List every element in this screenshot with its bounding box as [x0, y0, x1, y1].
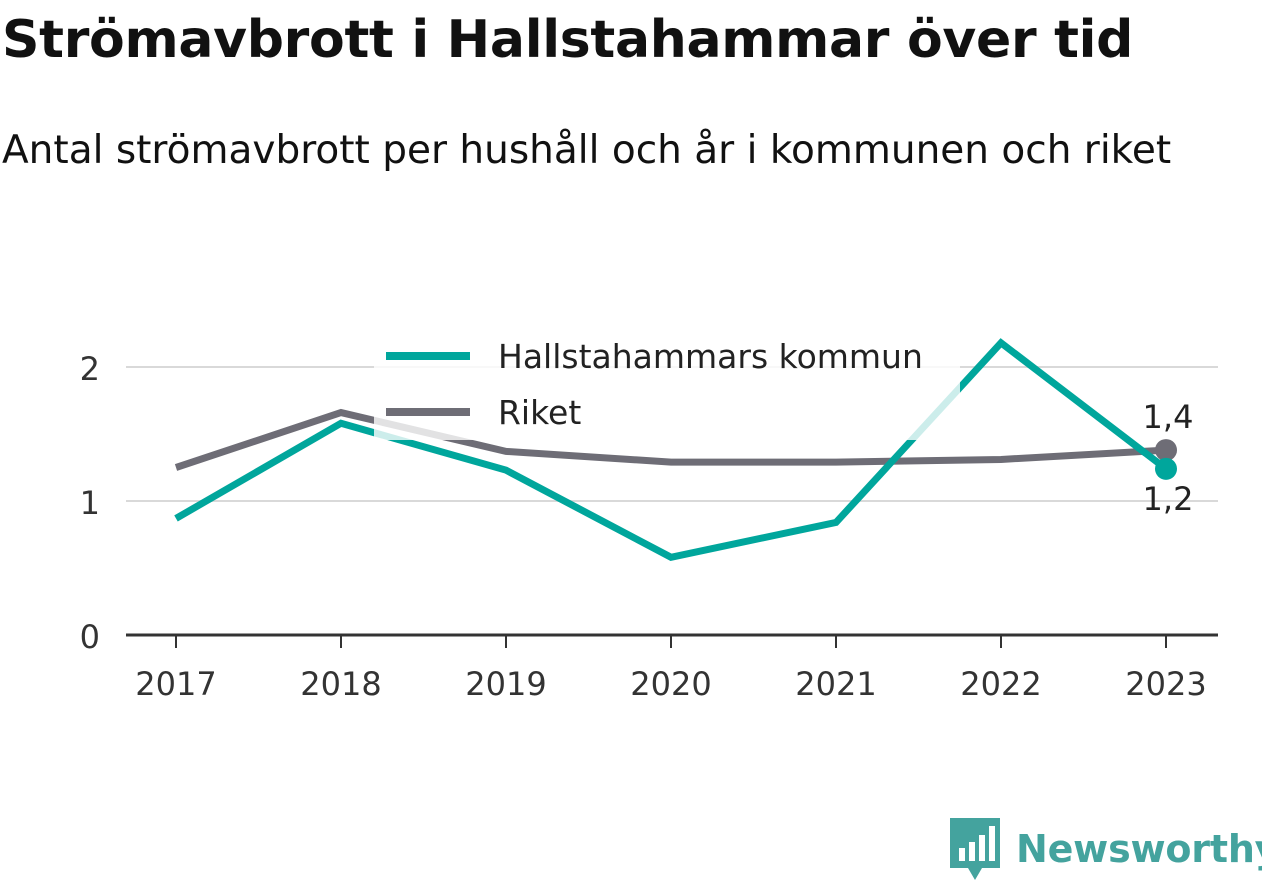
end-marker — [1155, 457, 1177, 480]
x-axis: 2017 2018 2019 2020 2021 2022 2023 — [126, 633, 1218, 703]
newsworthy-logo-icon — [950, 818, 1000, 880]
x-tick-label: 2023 — [1125, 665, 1206, 703]
legend-background — [374, 322, 960, 440]
x-tick-label: 2017 — [135, 665, 216, 703]
series-lines — [174, 338, 1169, 561]
end-value-label: 1,2 — [1143, 480, 1194, 518]
x-tick-label: 2021 — [795, 665, 876, 703]
x-tick-label: 2018 — [300, 665, 381, 703]
x-tick-label: 2019 — [465, 665, 546, 703]
y-tick-label: 0 — [80, 618, 100, 656]
end-markers: 1,4 1,2 — [1143, 398, 1194, 518]
brand-logo: Newsworthy — [950, 818, 1262, 880]
legend-label: Riket — [498, 393, 581, 432]
legend: Hallstahammars kommun Riket — [374, 322, 960, 440]
x-tick-label: 2022 — [960, 665, 1041, 703]
legend-label: Hallstahammars kommun — [498, 337, 923, 376]
chart-subtitle: Antal strömavbrott per hushåll och år i … — [2, 128, 1172, 173]
y-tick-label: 1 — [80, 484, 100, 522]
series-line — [174, 408, 1167, 471]
y-tick-label: 2 — [80, 350, 100, 388]
y-axis-ticks: 0 1 2 — [80, 350, 100, 656]
brand-name: Newsworthy — [1016, 827, 1262, 871]
end-marker — [1155, 439, 1177, 462]
series-line — [174, 338, 1169, 561]
chart-title: Strömavbrott i Hallstahammar över tid — [2, 10, 1134, 70]
x-tick-label: 2020 — [630, 665, 711, 703]
end-value-label: 1,4 — [1143, 398, 1194, 436]
